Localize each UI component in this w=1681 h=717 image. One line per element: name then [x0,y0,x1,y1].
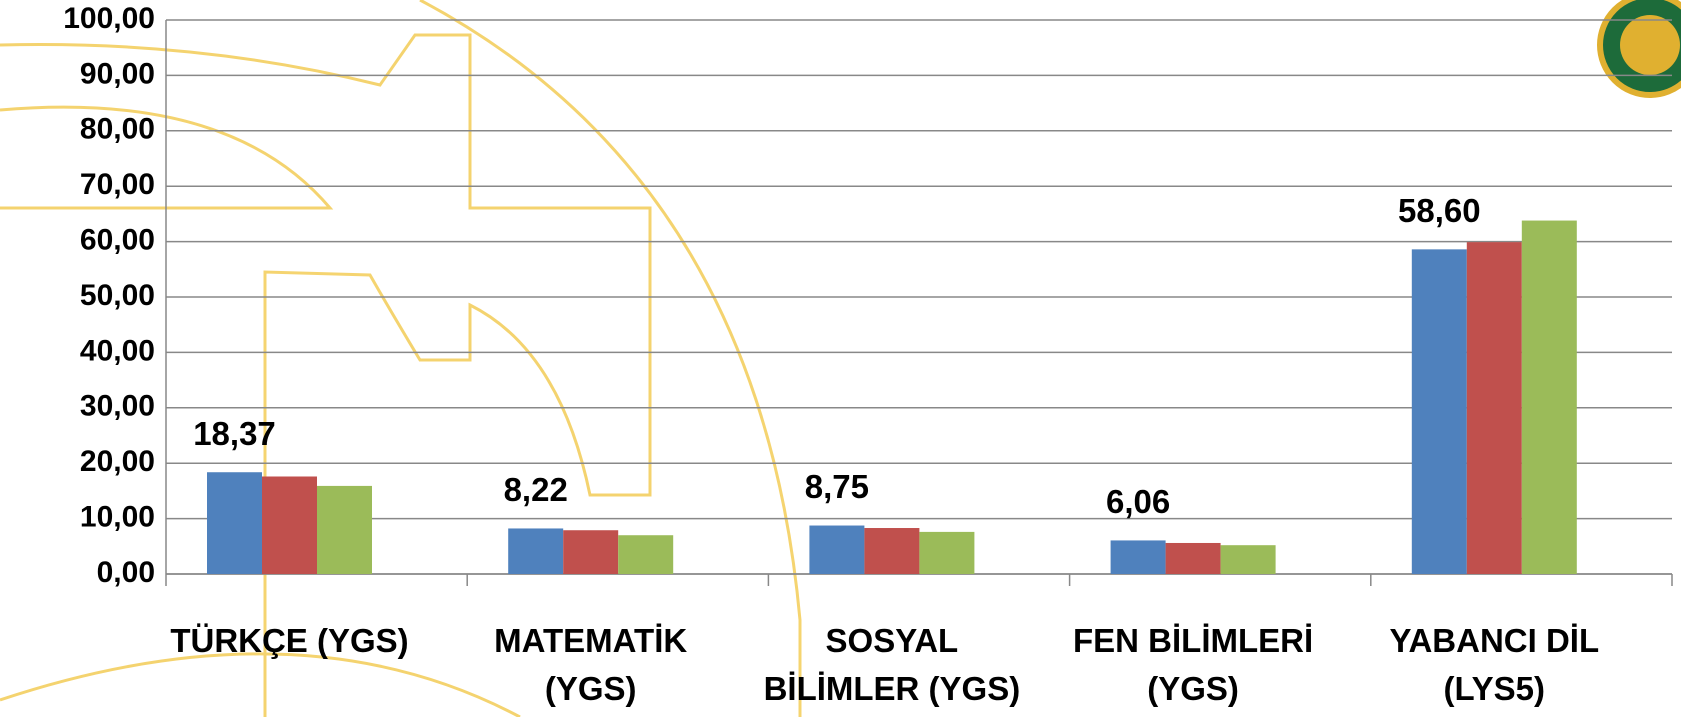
y-tick-label: 70,00 [80,168,155,201]
value-label: 18,37 [193,415,276,452]
bar [1165,542,1221,574]
y-tick-label: 80,00 [80,113,155,146]
x-tick-label: YABANCI DİL (LYS5) [1389,622,1600,707]
bar [618,535,674,574]
y-tick-label: 30,00 [80,390,155,423]
bar [563,530,619,574]
bar [919,531,975,574]
y-tick-label: 20,00 [80,445,155,478]
x-tick-label: SOSYAL BİLİMLER (YGS) [763,622,1021,707]
value-label: 6,06 [1106,483,1170,520]
bar [1110,540,1166,574]
bar [262,476,317,574]
bar [1466,242,1522,575]
bar [508,528,564,574]
y-tick-label: 10,00 [80,501,155,534]
bar [1411,249,1467,574]
bar [809,525,865,574]
value-label: 58,60 [1398,192,1481,229]
bar [1521,220,1577,574]
background-watermark [0,0,802,717]
logo-center [1620,15,1680,75]
bar [207,472,262,574]
y-tick-label: 60,00 [80,224,155,257]
x-tick-label: FEN BİLİMLERİ (YGS) [1073,622,1314,707]
bar [864,528,920,574]
x-tick-label: TÜRKÇE (YGS) [170,622,409,659]
logo [1597,0,1681,98]
y-tick-label: 100,00 [63,2,155,35]
y-tick-label: 0,00 [97,556,155,589]
y-tick-label: 90,00 [80,57,155,90]
bar [1220,545,1276,574]
value-label: 8,75 [805,468,869,505]
y-tick-label: 40,00 [80,334,155,367]
value-label: 8,22 [504,471,568,508]
y-tick-label: 50,00 [80,279,155,312]
x-tick-label: MATEMATİK (YGS) [494,622,688,707]
bar [317,485,372,574]
